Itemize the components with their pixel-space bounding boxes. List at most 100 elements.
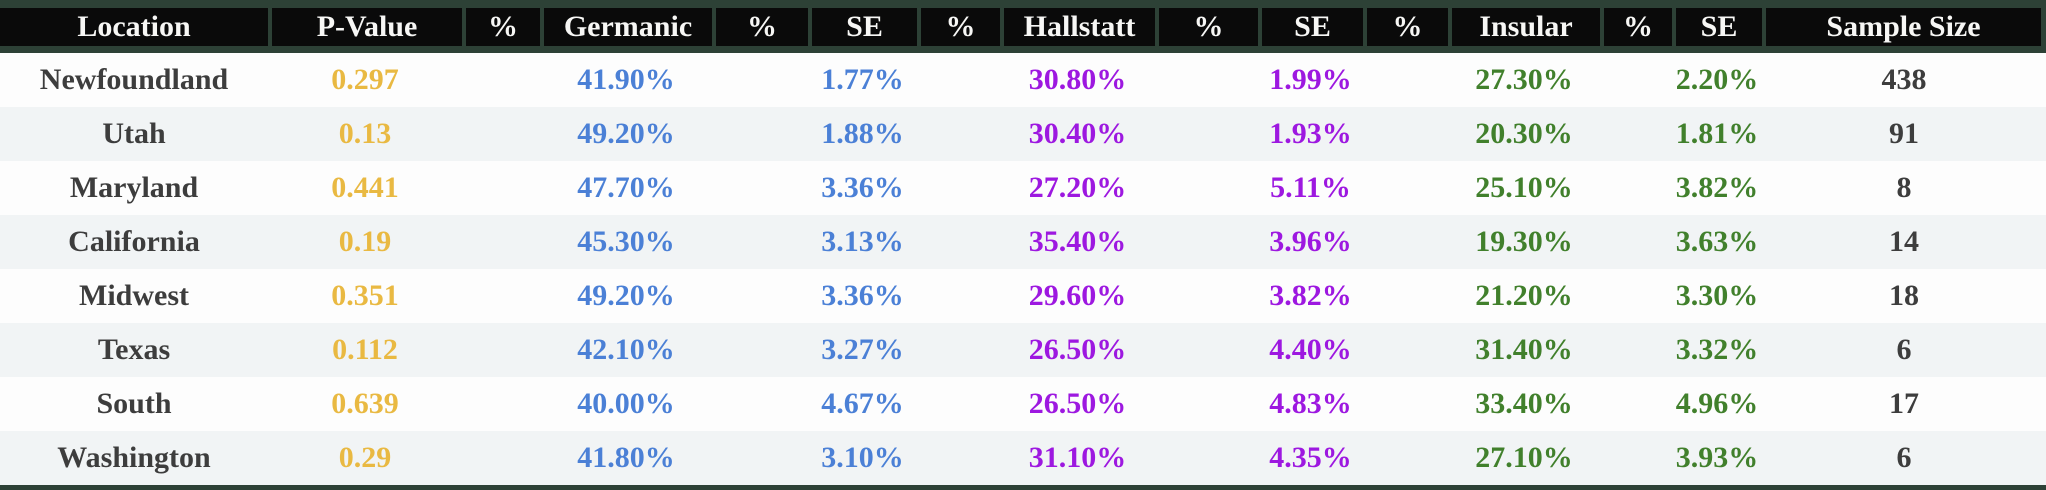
- column-header-pct-4: %: [1155, 8, 1258, 53]
- cell-se-insular: 2.20%: [1672, 53, 1762, 107]
- column-header-germanic: Germanic: [540, 8, 712, 53]
- cell-pct-2: [712, 107, 808, 161]
- column-header-pct-1: %: [462, 8, 540, 53]
- cell-germanic: 49.20%: [540, 269, 712, 323]
- cell-location: Texas: [0, 323, 268, 377]
- cell-location: Washington: [0, 431, 268, 485]
- cell-pct-1: [462, 53, 540, 107]
- cell-pct-1: [462, 431, 540, 485]
- cell-location: Midwest: [0, 269, 268, 323]
- cell-pct-5: [1363, 431, 1448, 485]
- cell-pct-1: [462, 215, 540, 269]
- cell-pct-6: [1600, 215, 1672, 269]
- cell-pct-2: [712, 269, 808, 323]
- cell-se-germanic: 3.10%: [808, 431, 917, 485]
- column-header-sample-size: Sample Size: [1762, 8, 2046, 53]
- cell-se-hallstatt: 4.40%: [1258, 323, 1363, 377]
- cell-se-hallstatt: 1.99%: [1258, 53, 1363, 107]
- cell-insular: 33.40%: [1448, 377, 1600, 431]
- table-header-row: Location P-Value% Germanic% SE% Hallstatt% SE…: [0, 8, 2046, 53]
- column-header-pct-5: %: [1363, 8, 1448, 53]
- table-row: Washington 0.29 41.80% 3.10% 31.10% 4.35% 27.1…: [0, 431, 2046, 485]
- cell-pct-4: [1155, 431, 1258, 485]
- column-header-se-insular: SE: [1672, 8, 1762, 53]
- cell-p-value: 0.351: [268, 269, 462, 323]
- cell-pct-3: [917, 323, 1000, 377]
- cell-se-hallstatt: 4.35%: [1258, 431, 1363, 485]
- cell-pct-4: [1155, 269, 1258, 323]
- cell-pct-3: [917, 377, 1000, 431]
- cell-location: Newfoundland: [0, 53, 268, 107]
- cell-se-germanic: 4.67%: [808, 377, 917, 431]
- cell-se-hallstatt: 1.93%: [1258, 107, 1363, 161]
- cell-se-insular: 4.96%: [1672, 377, 1762, 431]
- cell-pct-2: [712, 53, 808, 107]
- cell-pct-3: [917, 431, 1000, 485]
- cell-pct-1: [462, 323, 540, 377]
- cell-hallstatt: 29.60%: [1000, 269, 1155, 323]
- cell-se-insular: 3.32%: [1672, 323, 1762, 377]
- cell-pct-5: [1363, 107, 1448, 161]
- column-header-pct-6: %: [1600, 8, 1672, 53]
- cell-germanic: 49.20%: [540, 107, 712, 161]
- column-header-se-germanic: SE: [808, 8, 917, 53]
- cell-germanic: 41.80%: [540, 431, 712, 485]
- cell-se-germanic: 1.88%: [808, 107, 917, 161]
- cell-pct-4: [1155, 53, 1258, 107]
- column-header-hallstatt: Hallstatt: [1000, 8, 1155, 53]
- table-row: Newfoundland 0.297 41.90% 1.77% 30.80% 1.99% 2…: [0, 53, 2046, 107]
- cell-se-insular: 3.63%: [1672, 215, 1762, 269]
- cell-pct-6: [1600, 323, 1672, 377]
- cell-hallstatt: 30.40%: [1000, 107, 1155, 161]
- cell-pct-6: [1600, 377, 1672, 431]
- cell-germanic: 45.30%: [540, 215, 712, 269]
- cell-p-value: 0.112: [268, 323, 462, 377]
- cell-pct-1: [462, 107, 540, 161]
- cell-pct-5: [1363, 53, 1448, 107]
- cell-pct-2: [712, 323, 808, 377]
- cell-germanic: 42.10%: [540, 323, 712, 377]
- cell-sample-size: 18: [1762, 269, 2046, 323]
- cell-hallstatt: 30.80%: [1000, 53, 1155, 107]
- cell-insular: 27.30%: [1448, 53, 1600, 107]
- cell-se-insular: 3.93%: [1672, 431, 1762, 485]
- cell-pct-1: [462, 269, 540, 323]
- cell-pct-1: [462, 161, 540, 215]
- cell-pct-1: [462, 377, 540, 431]
- cell-sample-size: 14: [1762, 215, 2046, 269]
- cell-insular: 20.30%: [1448, 107, 1600, 161]
- cell-germanic: 47.70%: [540, 161, 712, 215]
- cell-se-insular: 1.81%: [1672, 107, 1762, 161]
- cell-se-hallstatt: 3.96%: [1258, 215, 1363, 269]
- table-row: South 0.639 40.00% 4.67% 26.50% 4.83% 33.40% 4.…: [0, 377, 2046, 431]
- cell-location: South: [0, 377, 268, 431]
- cell-pct-5: [1363, 215, 1448, 269]
- cell-pct-5: [1363, 323, 1448, 377]
- cell-hallstatt: 35.40%: [1000, 215, 1155, 269]
- cell-pct-6: [1600, 161, 1672, 215]
- cell-pct-5: [1363, 377, 1448, 431]
- cell-se-germanic: 3.13%: [808, 215, 917, 269]
- cell-insular: 25.10%: [1448, 161, 1600, 215]
- ancestry-table: Location P-Value% Germanic% SE% Hallstatt% SE…: [0, 8, 2046, 485]
- cell-insular: 27.10%: [1448, 431, 1600, 485]
- cell-p-value: 0.13: [268, 107, 462, 161]
- cell-sample-size: 91: [1762, 107, 2046, 161]
- cell-sample-size: 6: [1762, 323, 2046, 377]
- cell-germanic: 41.90%: [540, 53, 712, 107]
- cell-insular: 31.40%: [1448, 323, 1600, 377]
- cell-se-germanic: 1.77%: [808, 53, 917, 107]
- cell-se-insular: 3.30%: [1672, 269, 1762, 323]
- cell-pct-3: [917, 269, 1000, 323]
- cell-hallstatt: 26.50%: [1000, 377, 1155, 431]
- table-row: Texas 0.112 42.10% 3.27% 26.50% 4.40% 31.40% 3.…: [0, 323, 2046, 377]
- cell-sample-size: 438: [1762, 53, 2046, 107]
- cell-se-germanic: 3.36%: [808, 161, 917, 215]
- cell-pct-6: [1600, 53, 1672, 107]
- cell-pct-3: [917, 107, 1000, 161]
- cell-sample-size: 17: [1762, 377, 2046, 431]
- cell-p-value: 0.639: [268, 377, 462, 431]
- column-header-insular: Insular: [1448, 8, 1600, 53]
- cell-pct-4: [1155, 377, 1258, 431]
